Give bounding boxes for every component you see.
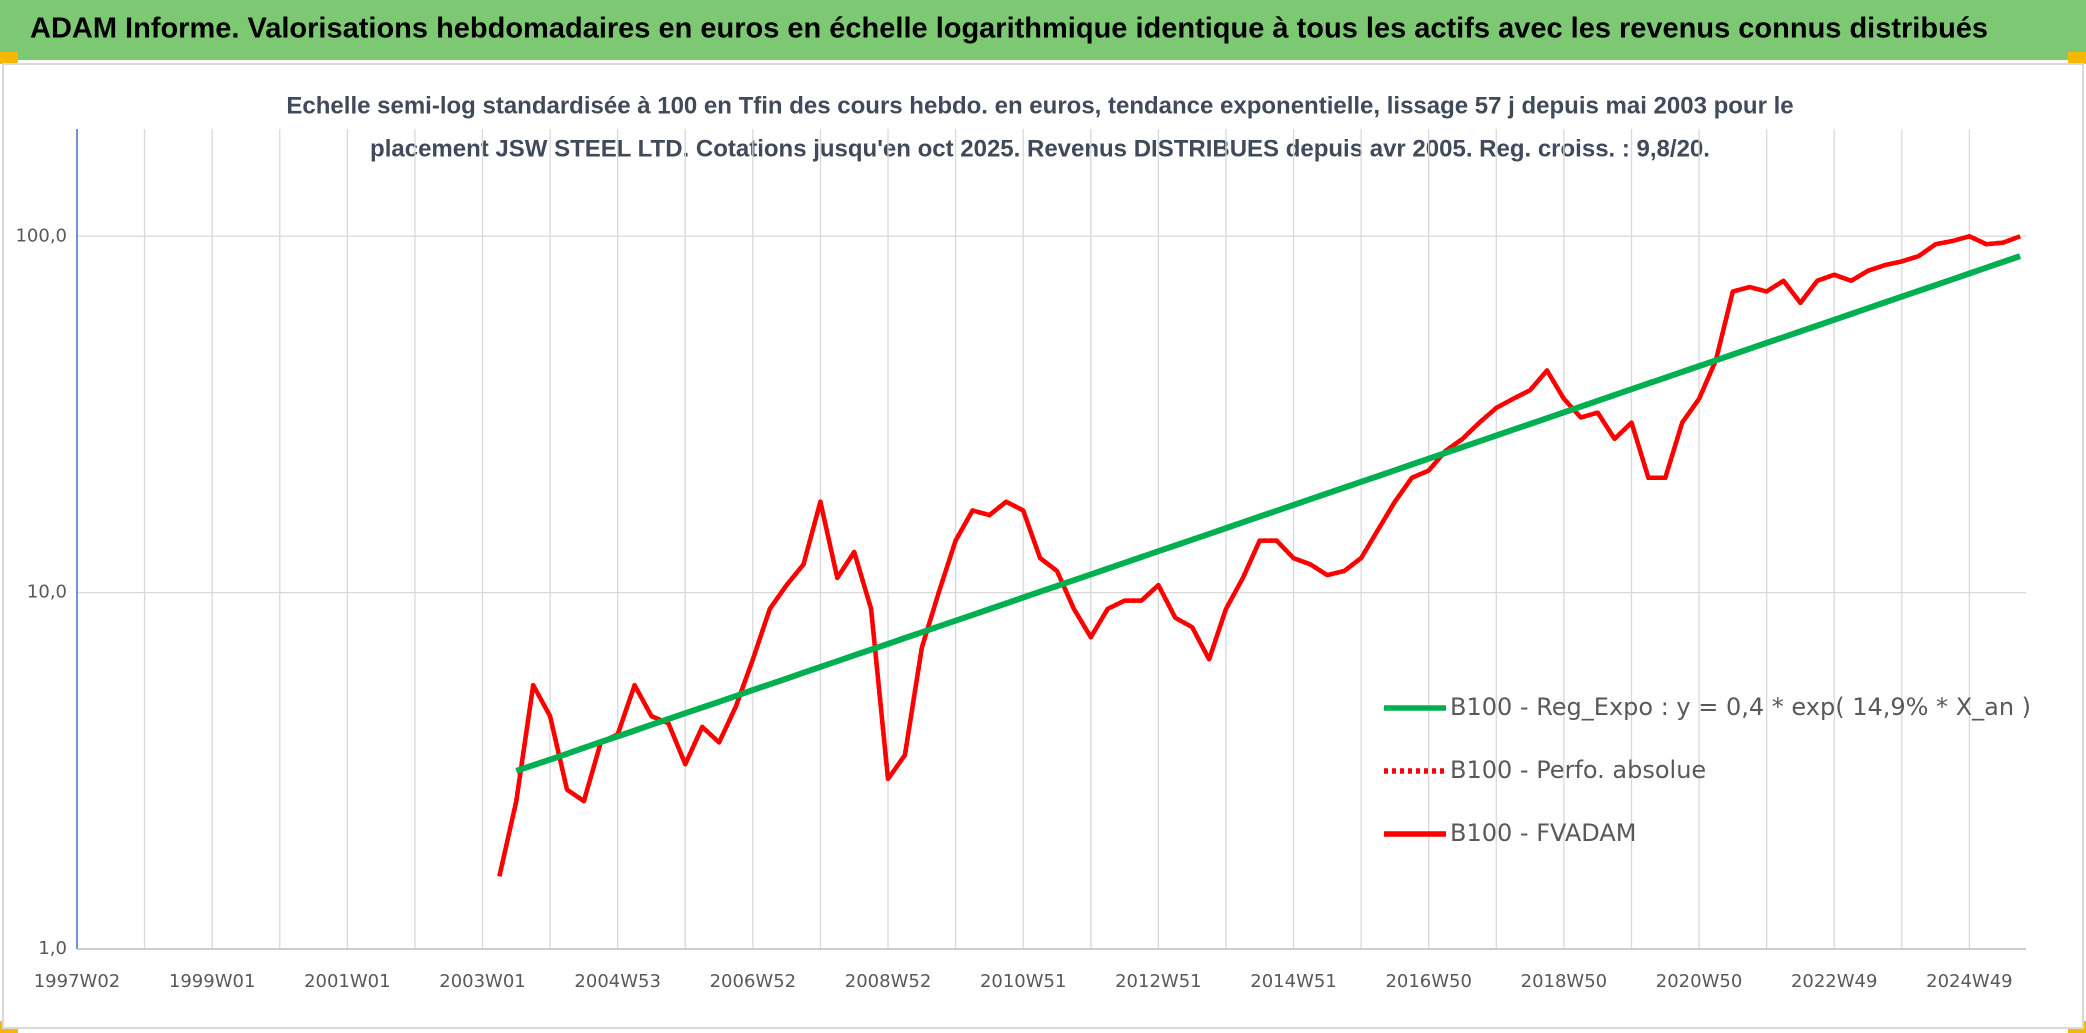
x-tick-label: 2010W51 <box>980 971 1067 992</box>
y-tick-label: 1,0 <box>38 938 67 959</box>
corner <box>2068 52 2086 64</box>
x-tick-label: 2016W50 <box>1385 971 1472 992</box>
x-tick-label: 2008W52 <box>845 971 932 992</box>
legend-label: B100 - Reg_Expo : y = 0,4 * exp( 14,9% *… <box>1450 693 2031 721</box>
x-tick-label: 2024W49 <box>1926 971 2013 992</box>
x-tick-label: 2003W01 <box>439 971 526 992</box>
x-tick-label: 2012W51 <box>1115 971 1202 992</box>
x-tick-label: 2020W50 <box>1656 971 1743 992</box>
x-tick-label: 1999W01 <box>169 971 256 992</box>
header-band <box>0 0 2086 60</box>
subtitle: Echelle semi-log standardisée à 100 en T… <box>286 92 1793 119</box>
y-tick-label: 100,0 <box>15 225 67 246</box>
x-tick-label: 2018W50 <box>1521 971 1608 992</box>
chart-title: ADAM Informe. Valorisations hebdomadaire… <box>30 13 1988 45</box>
x-tick-label: 1997W02 <box>34 971 121 992</box>
y-tick-label: 10,0 <box>27 582 67 603</box>
x-tick-label: 2022W49 <box>1791 971 1878 992</box>
series-line <box>497 234 2021 877</box>
legend-label: B100 - Perfo. absolue <box>1450 756 1706 784</box>
x-tick-label: 2001W01 <box>304 971 391 992</box>
x-tick-label: 2004W53 <box>574 971 661 992</box>
x-tick-label: 2014W51 <box>1250 971 1337 992</box>
series-line <box>515 253 2022 774</box>
corner <box>0 52 18 64</box>
legend-label: B100 - FVADAM <box>1450 819 1636 847</box>
subtitle: placement JSW STEEL LTD. Cotations jusqu… <box>370 135 1710 162</box>
x-tick-label: 2006W52 <box>710 971 797 992</box>
chart-frame <box>2 63 2084 1029</box>
